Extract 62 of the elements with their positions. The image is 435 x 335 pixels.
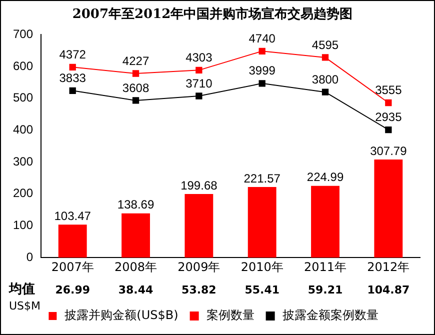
text: 59.21: [308, 283, 343, 296]
point: [258, 80, 266, 87]
legend-label: 披露金额案例数量: [282, 308, 378, 322]
chart-title: 2007年至2012年中国并购市场宣布交易趋势图: [72, 6, 353, 22]
data-label: 4595: [312, 38, 339, 52]
bar: [184, 194, 214, 258]
data-label: 307.79: [370, 144, 408, 158]
data-label: 3555: [375, 83, 402, 98]
y-tick-label: 200: [12, 186, 34, 200]
point: [132, 70, 140, 77]
data-label: 3710: [186, 76, 213, 90]
x-tick-label: 2012年: [367, 260, 410, 274]
legend-label: 案例数量: [206, 308, 254, 322]
data-label: 3999: [248, 64, 276, 78]
y-tick-label: 0: [26, 250, 34, 264]
point: [132, 97, 140, 104]
text: 均值: [8, 282, 35, 297]
data-label: 3833: [59, 70, 86, 85]
text: US$M: [9, 299, 41, 312]
point: [322, 54, 329, 61]
data-label: 221.57: [244, 171, 281, 186]
point: [196, 92, 202, 100]
point: [196, 66, 202, 74]
y-tick-label: 500: [12, 90, 34, 105]
data-label: 103.47: [54, 208, 92, 223]
bar: [311, 186, 340, 258]
x-tick-label: 2011年: [304, 260, 347, 274]
legend-label: 披露并购金额(US$B): [64, 308, 178, 322]
text: 55.41: [244, 283, 280, 296]
point: [385, 99, 392, 106]
point: [69, 64, 76, 71]
x-tick-label: 2010年: [240, 260, 284, 274]
y-tick-label: 100: [12, 218, 34, 232]
bar: [374, 160, 403, 258]
data-label: 4227: [122, 54, 150, 68]
data-label: 224.99: [306, 170, 344, 184]
data-label: 4303: [186, 50, 213, 64]
point: [69, 87, 76, 94]
point: [258, 48, 266, 54]
y-tick-label: 400: [12, 122, 34, 136]
point: [322, 88, 329, 96]
point: [385, 126, 392, 134]
data-label: 4740: [248, 31, 276, 46]
data-label: 3608: [122, 80, 150, 95]
x-tick-label: 2008年: [114, 260, 158, 274]
y-tick-label: 300: [12, 154, 34, 168]
y-tick-label: 700: [12, 26, 34, 41]
text: 26.99: [55, 283, 90, 296]
x-tick-label: 2007年: [51, 260, 94, 274]
bar: [122, 213, 150, 258]
text: 104.87: [367, 283, 410, 296]
x-tick-label: 2009年: [178, 260, 220, 274]
text: 53.82: [182, 283, 216, 296]
data-label: 2935: [375, 110, 402, 124]
bar: [248, 187, 276, 258]
y-tick-label: 600: [12, 58, 34, 73]
data-label: 138.69: [117, 198, 154, 212]
data-label: 199.68: [180, 178, 218, 192]
data-label: 3800: [312, 72, 339, 86]
bar: [58, 224, 87, 258]
data-label: 4372: [59, 47, 86, 62]
text: 38.44: [118, 283, 154, 296]
